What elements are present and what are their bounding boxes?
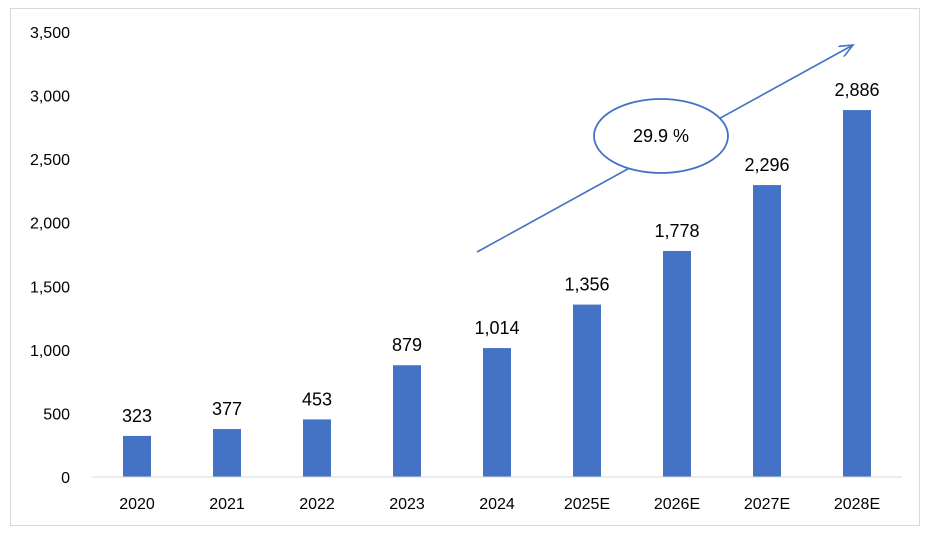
growth-annotation: 29.9 % xyxy=(476,45,853,253)
x-tick-label: 2020 xyxy=(119,496,155,513)
y-tick-label: 0 xyxy=(61,470,70,487)
y-tick-label: 500 xyxy=(43,406,70,423)
data-label: 2,296 xyxy=(744,155,789,175)
x-axis-ticks: 2020 2021 2022 2023 2024 2025E 2026E 2027E 2028E xyxy=(119,496,880,513)
x-tick-label: 2024 xyxy=(479,496,515,513)
bar xyxy=(213,429,241,477)
data-label: 879 xyxy=(392,335,422,355)
bar xyxy=(753,185,781,477)
x-tick-label: 2021 xyxy=(209,496,245,513)
bar xyxy=(303,419,331,477)
growth-rate-label: 29.9 % xyxy=(633,126,689,146)
y-tick-label: 2,500 xyxy=(30,152,70,169)
x-tick-label: 2022 xyxy=(299,496,335,513)
bars xyxy=(123,110,871,478)
growth-ellipse xyxy=(593,98,729,174)
bar xyxy=(393,365,421,477)
data-label: 377 xyxy=(212,399,242,419)
x-tick-label: 2023 xyxy=(389,496,425,513)
x-tick-label: 2026E xyxy=(654,496,700,513)
y-tick-label: 3,500 xyxy=(30,25,70,42)
x-tick-label: 2028E xyxy=(834,496,880,513)
y-axis-ticks: 0 500 1,000 1,500 2,000 2,500 3,000 3,500 xyxy=(30,25,70,487)
y-tick-label: 3,000 xyxy=(30,89,70,106)
bar xyxy=(123,435,151,477)
data-label: 2,886 xyxy=(834,80,879,100)
bar xyxy=(843,110,871,478)
x-tick-label: 2025E xyxy=(564,496,610,513)
data-label: 1,014 xyxy=(474,318,519,338)
bar xyxy=(573,304,601,477)
y-tick-label: 2,000 xyxy=(30,216,70,233)
y-tick-label: 1,500 xyxy=(30,279,70,296)
data-label: 323 xyxy=(122,406,152,426)
bar xyxy=(483,348,511,477)
data-label: 1,778 xyxy=(654,221,699,241)
data-labels: 323 377 453 879 1,014 1,356 1,778 2,296 2,886 xyxy=(122,80,880,426)
y-tick-label: 1,000 xyxy=(30,343,70,360)
data-label: 453 xyxy=(302,389,332,409)
bar xyxy=(663,250,691,477)
data-label: 1,356 xyxy=(564,275,609,295)
x-tick-label: 2027E xyxy=(744,496,790,513)
